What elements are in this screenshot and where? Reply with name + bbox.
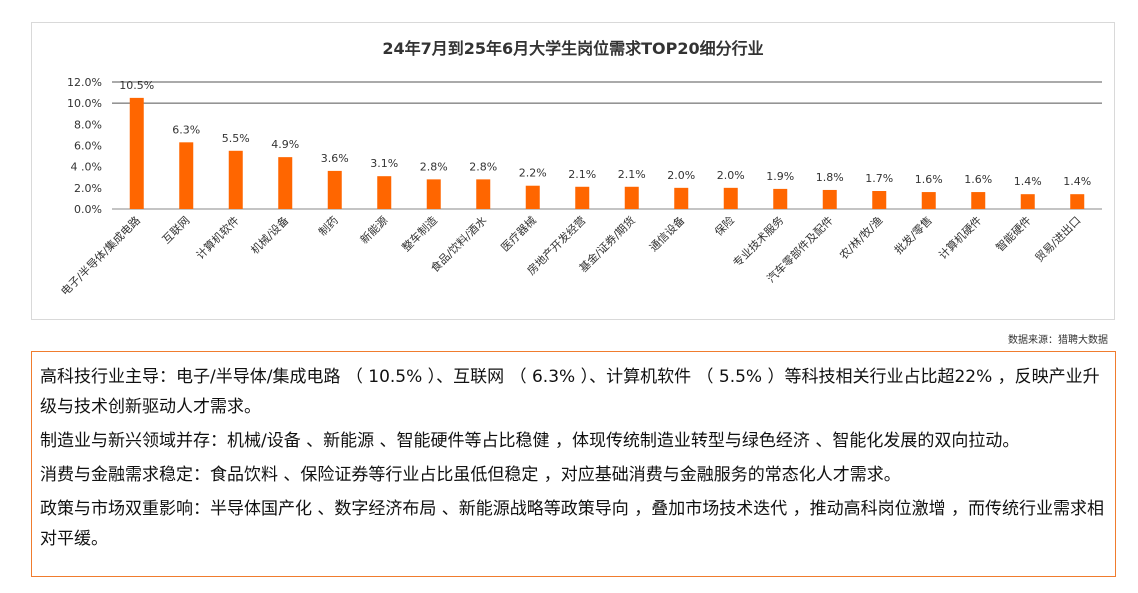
bar [921, 192, 936, 209]
bar [822, 189, 837, 209]
bar [228, 150, 243, 209]
value-label: 1.7% [865, 172, 893, 185]
value-label: 2.8% [420, 160, 448, 173]
bar-chart: 0.0% 2.0% 4 .0% 6.0% 8.0% 10.0% 12.0% 10.5% 电子/半… [58, 76, 1102, 298]
insight-manufacturing: 制造业与新兴领域并存：机械/设备 、新能源 、智能硬件等占比稳健 ，体现传统制造… [40, 431, 1020, 451]
value-label: 2.2% [519, 167, 547, 180]
value-label: 1.9% [766, 170, 794, 183]
category-label: 计算机软件 [193, 213, 242, 262]
bar [723, 187, 738, 209]
bar [773, 188, 788, 209]
bar [179, 142, 194, 209]
bar [1070, 194, 1085, 209]
category-label: 贸易/进出口 [1032, 213, 1083, 264]
category-label: 专业技术服务 [730, 213, 787, 270]
category-label: 批发/零售 [891, 213, 935, 257]
category-label: 保险 [711, 213, 736, 238]
bar [674, 187, 689, 209]
y-tick-label: 8.0% [74, 118, 102, 131]
value-label: 6.3% [172, 123, 200, 136]
category-label: 制药 [316, 214, 341, 239]
category-label: 互联网 [160, 214, 193, 247]
insight-consumer-finance: 消费与金融需求稳定：食品饮料 、保险证券等行业占比虽低但稳定 ，对应基础消费与金… [40, 465, 901, 485]
category-label: 电子/半导体/集成电路 [58, 213, 143, 298]
bar [377, 176, 392, 209]
bar [624, 186, 639, 209]
insight-high-tech: 高科技行业主导：电子/半导体/集成电路 （ 10.5% ）、互联网 （ 6.3%… [40, 367, 1100, 417]
y-tick-label: 4 .0% [71, 161, 102, 174]
category-label: 医疗器械 [498, 213, 539, 254]
chart-panel: 24年7月到25年6月大学生岗位需求TOP20细分行业 0.0% 2.0% 4 .0… [31, 22, 1115, 320]
bar [872, 191, 887, 209]
value-label: 1.4% [1014, 175, 1042, 188]
bar [525, 185, 540, 209]
category-label: 计算机硬件 [936, 213, 985, 262]
value-label: 5.5% [222, 132, 250, 145]
bar [129, 97, 144, 209]
category-label: 机械/设备 [248, 213, 292, 257]
bar [278, 157, 293, 209]
value-label: 1.6% [915, 173, 943, 186]
y-tick-label: 2.0% [74, 182, 102, 195]
insights-panel: 高科技行业主导：电子/半导体/集成电路 （ 10.5% ）、互联网 （ 6.3%… [31, 351, 1116, 577]
data-source: 数据来源：猎聘大数据 [1008, 335, 1108, 346]
value-label: 4.9% [271, 138, 299, 151]
y-tick-label: 6.0% [74, 140, 102, 153]
value-label: 1.6% [964, 173, 992, 186]
category-label: 智能硬件 [993, 213, 1034, 254]
chart-title: 24年7月到25年6月大学生岗位需求TOP20细分行业 [382, 39, 764, 58]
value-label: 3.1% [370, 157, 398, 170]
bar [426, 179, 441, 209]
bar [476, 179, 491, 209]
value-label: 1.4% [1063, 175, 1091, 188]
bar [971, 192, 986, 209]
value-label: 3.6% [321, 152, 349, 165]
value-label: 2.8% [469, 160, 497, 173]
y-tick-label: 12.0% [67, 76, 102, 89]
value-label: 2.1% [568, 168, 596, 181]
bar [327, 170, 342, 209]
insight-policy-market: 政策与市场双重影响：半导体国产化 、数字经济布局 、新能源战略等政策导向 ，叠加… [40, 499, 1105, 549]
y-tick-label: 10.0% [67, 97, 102, 110]
category-label: 整车制造 [399, 213, 440, 254]
y-tick-label: 0.0% [74, 203, 102, 216]
category-label: 新能源 [357, 213, 390, 246]
category-label: 通信设备 [646, 213, 687, 254]
value-label: 2.0% [667, 169, 695, 182]
bar [1020, 194, 1035, 209]
category-label: 农/林/牧/渔 [836, 213, 885, 262]
bar [575, 186, 590, 209]
value-label: 2.1% [618, 168, 646, 181]
value-label: 10.5% [119, 79, 154, 92]
value-label: 2.0% [717, 169, 745, 182]
value-label: 1.8% [816, 171, 844, 184]
